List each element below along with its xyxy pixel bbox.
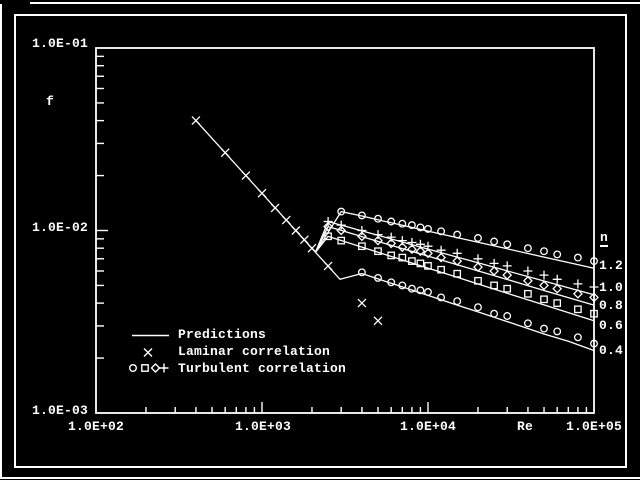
x-tick-label-1e2: 1.0E+02: [68, 419, 125, 434]
x-tick-label-1e3: 1.0E+03: [235, 419, 292, 434]
correlation-markers-0.8: [323, 221, 599, 303]
legend-label-turbulent: Turbulent correlation: [178, 361, 347, 376]
y-tick-label-1e-1: 1.0E-01: [32, 36, 89, 51]
n-value-0.6: 0.6: [599, 318, 624, 333]
correlation-markers-laminar: [191, 116, 383, 326]
legend-label-laminar: Laminar correlation: [178, 344, 331, 359]
n-value-1.2: 1.2: [599, 258, 624, 273]
outer-border-left: [0, 4, 2, 478]
prediction-line-0.6: [314, 235, 595, 322]
n-value-1.0: 1.0: [599, 280, 624, 295]
correlation-markers-1.2: [337, 207, 598, 266]
y-tick-label-1e-2: 1.0E-02: [32, 220, 89, 235]
x-axis-label: Re: [517, 419, 534, 434]
prediction-line-0.8: [314, 225, 595, 306]
correlation-markers-0.4: [357, 268, 598, 348]
correlation-markers-1.0: [323, 217, 599, 292]
axis-ticks: [96, 55, 588, 413]
inner-frame: [14, 14, 627, 468]
x-tick-label-1e5: 1.0E+05: [566, 419, 623, 434]
x-tick-label-1e4: 1.0E+04: [400, 419, 457, 434]
n-header: n: [600, 230, 609, 247]
legend-symbols: [128, 334, 169, 373]
n-value-0.8: 0.8: [599, 298, 624, 313]
y-axis-label: f: [46, 94, 55, 109]
outer-border-top: [30, 2, 640, 4]
outer-border-bottom: [0, 477, 640, 479]
legend-label-predictions: Predictions: [178, 327, 267, 342]
y-tick-label-1e-3: 1.0E-03: [32, 403, 89, 418]
correlation-markers-0.6: [324, 232, 598, 318]
n-value-0.4: 0.4: [599, 343, 624, 358]
prediction-line-0.4: [315, 251, 595, 352]
